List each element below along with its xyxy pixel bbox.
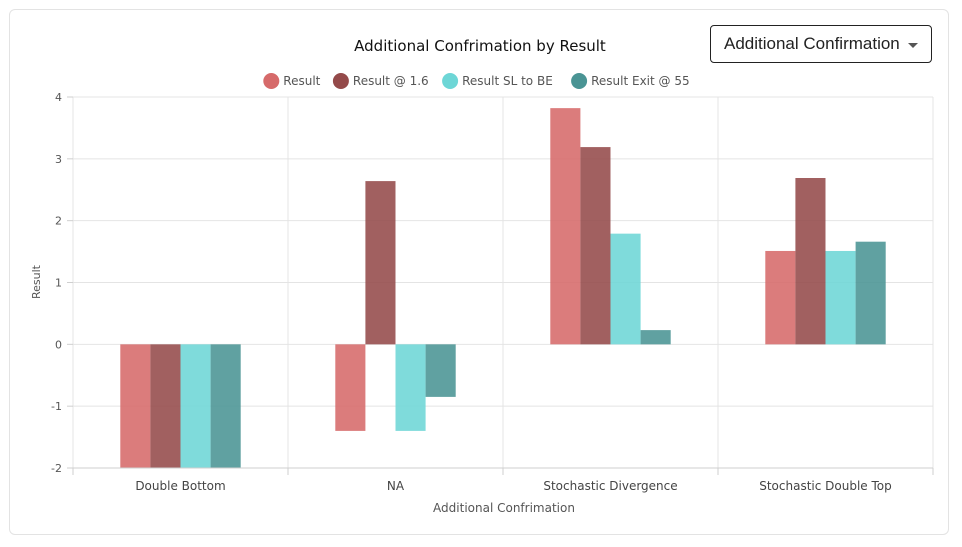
chart-bars <box>120 108 886 468</box>
bar <box>335 344 366 431</box>
bar <box>640 330 671 345</box>
y-axis-label: Result <box>30 264 43 299</box>
category-dropdown[interactable]: Additional Confirmation <box>710 25 932 63</box>
x-tick-label: NA <box>387 479 405 493</box>
bar <box>395 344 426 431</box>
legend-swatch <box>263 73 280 89</box>
bar <box>150 344 181 468</box>
bar <box>550 108 581 345</box>
y-tick-label: -2 <box>51 462 62 475</box>
legend-label: Result @ 1.6 <box>353 74 429 88</box>
chevron-down-icon <box>908 43 918 48</box>
bar <box>425 344 456 397</box>
legend-label: Result Exit @ 55 <box>591 74 690 88</box>
bar <box>580 147 611 345</box>
legend-swatch <box>571 73 588 89</box>
bar <box>855 241 886 345</box>
bar <box>795 178 826 345</box>
y-tick-label: 3 <box>55 153 62 166</box>
bar <box>825 250 856 345</box>
y-tick-label: 4 <box>55 91 62 104</box>
x-axis-label: Additional Confrimation <box>433 501 575 515</box>
y-tick-label: 0 <box>55 338 62 351</box>
bar <box>180 344 211 468</box>
chart-legend: Result Result @ 1.6 Result SL to BE Result … <box>263 73 690 89</box>
legend-swatch <box>442 73 459 89</box>
legend-swatch <box>332 73 349 89</box>
y-tick-label: 1 <box>55 277 62 290</box>
dropdown-selected-label: Additional Confirmation <box>724 34 900 53</box>
legend-label: Result <box>283 74 320 88</box>
x-tick-label: Stochastic Double Top <box>759 479 892 493</box>
y-tick-label: -1 <box>51 400 62 413</box>
x-tick-label: Double Bottom <box>135 479 225 493</box>
x-tick-label: Stochastic Divergence <box>543 479 677 493</box>
chart-title: Additional Confrimation by Result <box>354 37 606 55</box>
bar <box>120 344 151 468</box>
legend-label: Result SL to BE <box>462 74 553 88</box>
bar <box>765 250 796 345</box>
bar <box>365 181 396 345</box>
y-tick-label: 2 <box>55 215 62 228</box>
bar <box>610 233 641 345</box>
bar <box>210 344 241 468</box>
chart-axes: 4 3 2 1 0 -1 -2 Double Bottom NA Stochastic Diver… <box>51 91 934 493</box>
